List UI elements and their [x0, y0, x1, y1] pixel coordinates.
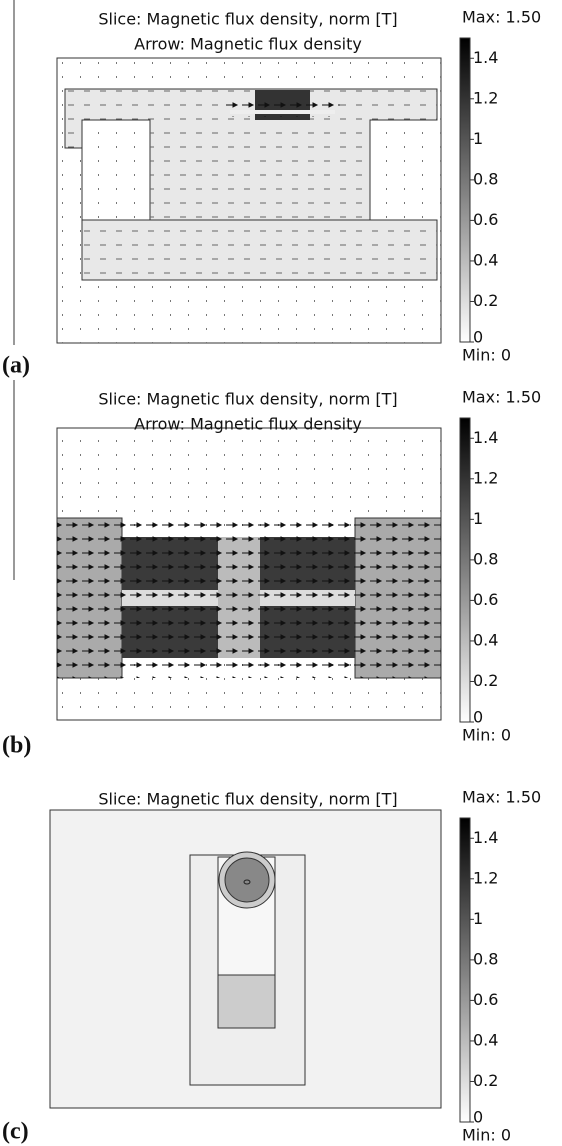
colorbar-min: Min: 0 [462, 1126, 511, 1145]
colorbar-tick-label: 1.4 [473, 428, 498, 447]
plot-title: Slice: Magnetic flux density, norm [T] [98, 790, 397, 809]
colorbar-max: Max: 1.50 [462, 8, 541, 27]
colorbar-tick-label: 0.2 [473, 671, 498, 690]
colorbar-tick-label: 0 [473, 1108, 483, 1127]
panel-label: (b) [2, 733, 31, 759]
colorbar [460, 418, 470, 722]
colorbar-tick-label: 1.4 [473, 48, 498, 67]
colorbar-tick-label: 0.6 [473, 590, 498, 609]
colorbar [460, 38, 470, 342]
colorbar-tick-label: 0.4 [473, 1030, 498, 1049]
colorbar-tick-label: 1.2 [473, 468, 498, 487]
plot-c [50, 810, 441, 1108]
colorbar-tick-label: 0.8 [473, 169, 498, 188]
colorbar-tick-label: 0 [473, 328, 483, 347]
colorbar-tick-label: 0.6 [473, 990, 498, 1009]
colorbar-tick-label: 0.2 [473, 291, 498, 310]
colorbar-min: Min: 0 [462, 726, 511, 745]
colorbar-tick-label: 1 [473, 509, 483, 528]
plot-title: Arrow: Magnetic flux density [134, 35, 362, 54]
colorbar-max: Max: 1.50 [462, 388, 541, 407]
plot-title: Slice: Magnetic flux density, norm [T] [98, 10, 397, 29]
colorbar-tick-label: 0.4 [473, 630, 498, 649]
figure: Slice: Magnetic flux density, norm [T] Ar… [0, 0, 562, 1146]
colorbar-tick-label: 1 [473, 909, 483, 928]
plot-title: Slice: Magnetic flux density, norm [T] [98, 390, 397, 409]
colorbar-tick-label: 0.8 [473, 549, 498, 568]
colorbar-tick-label: 1.4 [473, 828, 498, 847]
colorbar-tick-label: 1 [473, 129, 483, 148]
plot-title: Arrow: Magnetic flux density [134, 415, 362, 434]
colorbar-tick-label: 0.4 [473, 250, 498, 269]
colorbar-max: Max: 1.50 [462, 788, 541, 807]
plot-a [57, 58, 441, 343]
panel-label: (c) [2, 1119, 29, 1145]
colorbar-min: Min: 0 [462, 346, 511, 365]
panel-label: (a) [2, 353, 30, 379]
colorbar [460, 818, 470, 1122]
colorbar-tick-label: 1.2 [473, 88, 498, 107]
colorbar-tick-label: 0.6 [473, 210, 498, 229]
colorbar-tick-label: 0.2 [473, 1071, 498, 1090]
colorbar-tick-label: 1.2 [473, 868, 498, 887]
plot-b [57, 428, 441, 720]
colorbar-tick-label: 0.8 [473, 949, 498, 968]
colorbar-tick-label: 0 [473, 708, 483, 727]
